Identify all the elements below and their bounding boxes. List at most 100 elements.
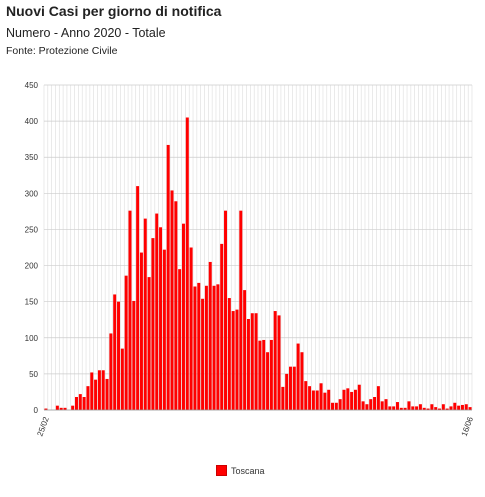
bar: [426, 408, 430, 410]
bar: [113, 294, 117, 410]
y-tick-label: 250: [25, 225, 39, 234]
bar: [101, 370, 105, 410]
chart-source: Fonte: Protezione Civile: [6, 45, 118, 57]
bar: [357, 384, 361, 410]
bar: [392, 406, 396, 410]
bar: [468, 407, 472, 410]
bar: [94, 379, 98, 410]
bar: [139, 252, 143, 410]
bar: [415, 406, 419, 410]
bar: [105, 378, 109, 410]
bar: [338, 399, 342, 410]
bar: [227, 298, 231, 410]
bar: [55, 405, 59, 410]
bar: [124, 275, 128, 410]
bar: [319, 383, 323, 410]
bar: [159, 227, 163, 410]
bar: [90, 372, 94, 410]
bar: [143, 218, 147, 410]
bar: [170, 190, 174, 410]
legend[interactable]: Toscana: [216, 465, 265, 476]
bar: [315, 390, 319, 410]
bar: [185, 117, 189, 410]
bar: [380, 401, 384, 410]
bar: [457, 405, 461, 410]
bar: [288, 366, 292, 410]
bar: [350, 391, 354, 410]
y-tick-label: 50: [29, 370, 38, 379]
bar: [422, 407, 426, 410]
bar: [117, 301, 121, 410]
bar: [460, 404, 464, 410]
bar: [438, 408, 442, 410]
bar: [285, 373, 289, 410]
bar: [97, 370, 101, 410]
bar: [331, 402, 335, 410]
bar: [464, 404, 468, 410]
bar: [235, 309, 239, 410]
bar: [208, 261, 212, 410]
bar: [327, 389, 331, 410]
bar: [266, 352, 270, 410]
bar: [197, 282, 201, 410]
bar: [300, 352, 304, 410]
bar: [273, 311, 277, 410]
bar: [376, 386, 380, 410]
bar: [277, 315, 281, 410]
bar: [204, 285, 208, 410]
bar: [308, 386, 312, 410]
bar: [82, 397, 86, 410]
bar: [128, 210, 132, 410]
bar: [74, 397, 78, 410]
bar: [292, 366, 296, 410]
y-tick-label: 400: [25, 117, 39, 126]
bar: [231, 311, 235, 410]
bar: [201, 298, 205, 410]
legend-swatch: [216, 465, 227, 476]
y-tick-label: 300: [25, 189, 39, 198]
bar: [399, 407, 403, 410]
bar: [243, 290, 247, 410]
bar: [449, 406, 453, 410]
x-tick-label-end: 16/06: [460, 415, 475, 437]
bar: [216, 284, 220, 410]
bar: [44, 408, 48, 410]
legend-label: Toscana: [231, 465, 265, 476]
bar: [239, 210, 243, 410]
y-tick-label: 100: [25, 334, 39, 343]
bar: [86, 386, 90, 410]
y-tick-label: 450: [25, 81, 39, 90]
bar: [59, 407, 63, 410]
chart-title: Nuovi Casi per giorno di notifica: [6, 3, 222, 19]
bar: [181, 223, 185, 410]
x-tick-label-start: 25/02: [35, 415, 50, 437]
bar: [388, 406, 392, 410]
bar: [369, 399, 373, 410]
chart-subtitle: Numero - Anno 2020 - Totale: [6, 26, 166, 40]
bar: [407, 401, 411, 410]
bar: [434, 407, 438, 410]
y-tick-label: 0: [34, 406, 39, 415]
bar: [193, 286, 197, 410]
bar: [63, 407, 67, 410]
bar: [174, 201, 178, 410]
bar: [395, 402, 399, 410]
bar: [373, 397, 377, 410]
bar: [453, 402, 457, 410]
bar: [269, 339, 273, 410]
bar: [254, 313, 258, 410]
bar: [166, 144, 170, 410]
bar: [155, 213, 159, 410]
bar: [147, 277, 151, 410]
y-tick-label: 150: [25, 298, 39, 307]
bar: [403, 407, 407, 410]
bar: [334, 402, 338, 410]
bar: [441, 404, 445, 410]
bar: [342, 389, 346, 410]
bar: [189, 247, 193, 410]
bar: [311, 390, 315, 410]
bar: [384, 399, 388, 410]
bar: [178, 269, 182, 410]
bar: [136, 186, 140, 410]
bar: [132, 300, 136, 410]
